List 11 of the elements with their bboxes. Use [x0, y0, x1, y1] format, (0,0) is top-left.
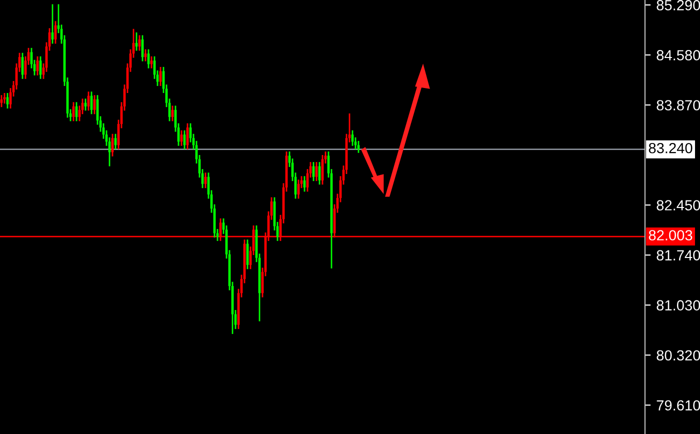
y-tick-label: 81.030 [656, 300, 700, 310]
y-tick-label: 80.320 [656, 350, 700, 361]
y-tick-label: 85.290 [656, 0, 700, 10]
y-tick-label: 83.870 [656, 100, 700, 110]
ref-line-label: 83.240 [648, 142, 692, 154]
y-tick-label: 79.610 [656, 400, 700, 411]
y-tick-label: 81.740 [656, 250, 700, 260]
y-tick-label: 82.450 [656, 200, 700, 210]
ref-line-label: 82.003 [648, 230, 692, 240]
candlestick [3, 92, 6, 104]
y-tick-label: 84.580 [656, 50, 700, 60]
